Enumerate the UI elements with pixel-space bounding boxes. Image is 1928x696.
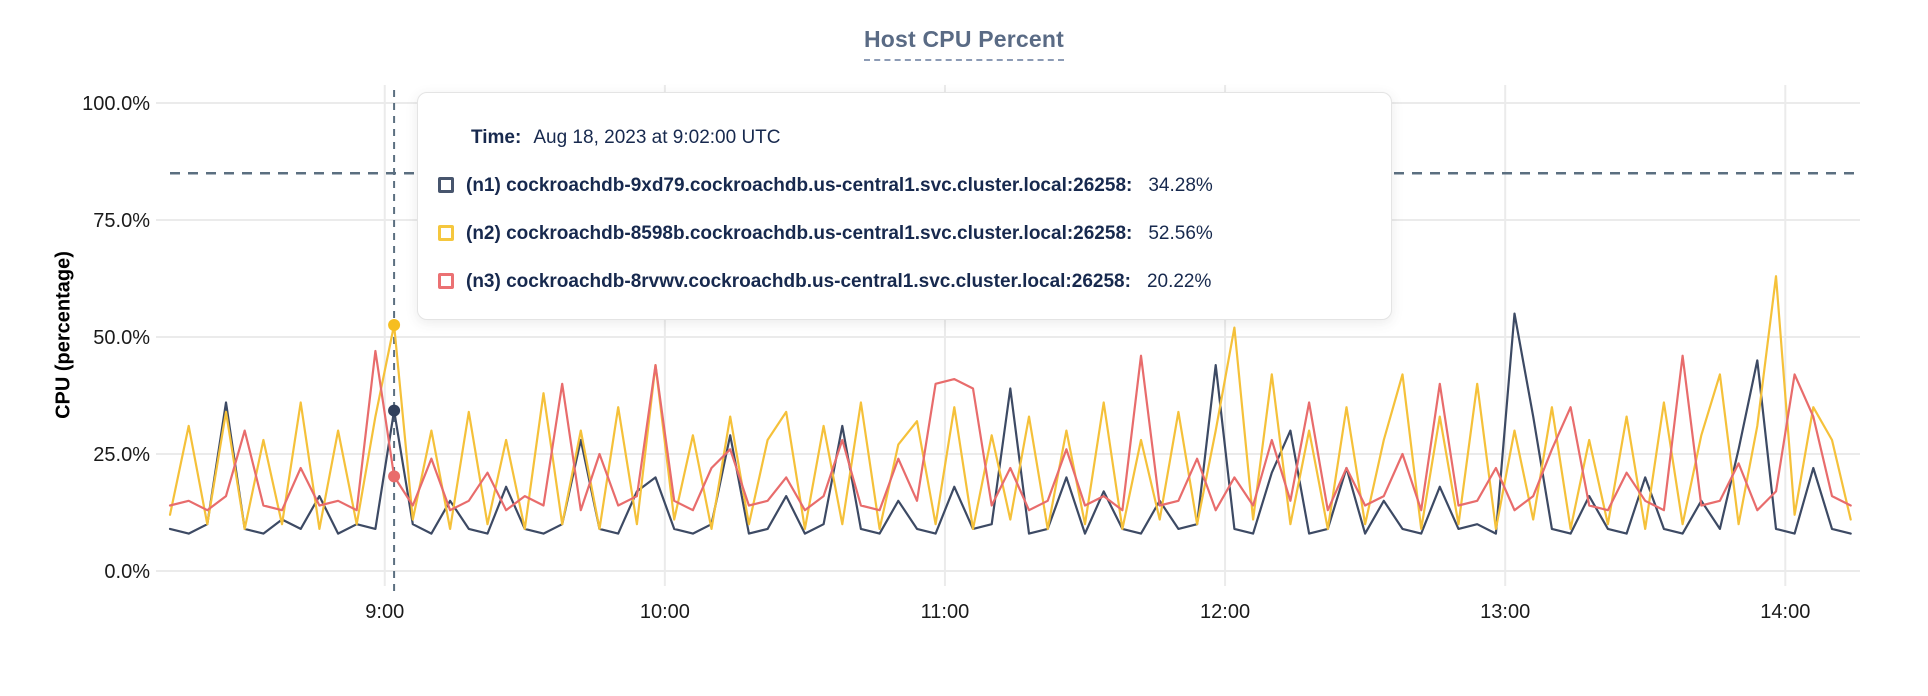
x-tick-label: 14:00 [1760,601,1810,623]
x-tick-label: 10:00 [640,601,690,623]
series-label-n3: (n3) cockroachdb-8rvwv.cockroachdb.us-ce… [466,271,1131,292]
series-value-n1: 34.28% [1148,175,1213,196]
tooltip-series-row-n2: (n2) cockroachdb-8598b.cockroachdb.us-ce… [438,223,1361,245]
hover-dot-n1 [388,404,401,417]
y-tick-label: 50.0% [93,327,150,349]
tooltip-series-row-n3: (n3) cockroachdb-8rvwv.cockroachdb.us-ce… [438,271,1361,293]
hover-dot-n3 [388,470,401,483]
x-tick-label: 11:00 [921,601,970,623]
tooltip-series-rows: (n1) cockroachdb-9xd79.cockroachdb.us-ce… [438,175,1361,293]
tooltip-series-row-n1: (n1) cockroachdb-9xd79.cockroachdb.us-ce… [438,175,1361,197]
series-label-n2: (n2) cockroachdb-8598b.cockroachdb.us-ce… [466,223,1133,244]
series-swatch-n1-icon [438,177,454,193]
chart-tooltip: Time: Aug 18, 2023 at 9:02:00 UTC (n1) co… [417,92,1392,320]
x-tick-label: 13:00 [1480,601,1530,623]
y-tick-label: 100.0% [82,93,150,115]
y-tick-label: 25.0% [93,444,150,466]
series-line-n1 [168,312,1852,535]
y-axis-title: CPU (percentage) [52,251,75,419]
y-tick-label: 0.0% [104,561,150,583]
series-label-n1: (n1) cockroachdb-9xd79.cockroachdb.us-ce… [466,175,1133,196]
series-value-n3: 20.22% [1146,271,1212,292]
series-value-n2: 52.56% [1148,223,1213,244]
series-line-n3 [168,349,1852,512]
x-tick-label: 9:00 [365,601,404,623]
hover-dot-n2 [388,319,401,332]
tooltip-time-value: Aug 18, 2023 at 9:02:00 UTC [533,127,781,148]
y-tick-label: 75.0% [93,210,150,232]
series-line-n2 [168,275,1852,531]
series-swatch-n3-icon [438,273,454,289]
series-swatch-n2-icon [438,225,454,241]
tooltip-time-row: Time: Aug 18, 2023 at 9:02:00 UTC [471,127,1361,149]
x-tick-label: 12:00 [1200,601,1250,623]
tooltip-time-label: Time: [471,127,522,148]
